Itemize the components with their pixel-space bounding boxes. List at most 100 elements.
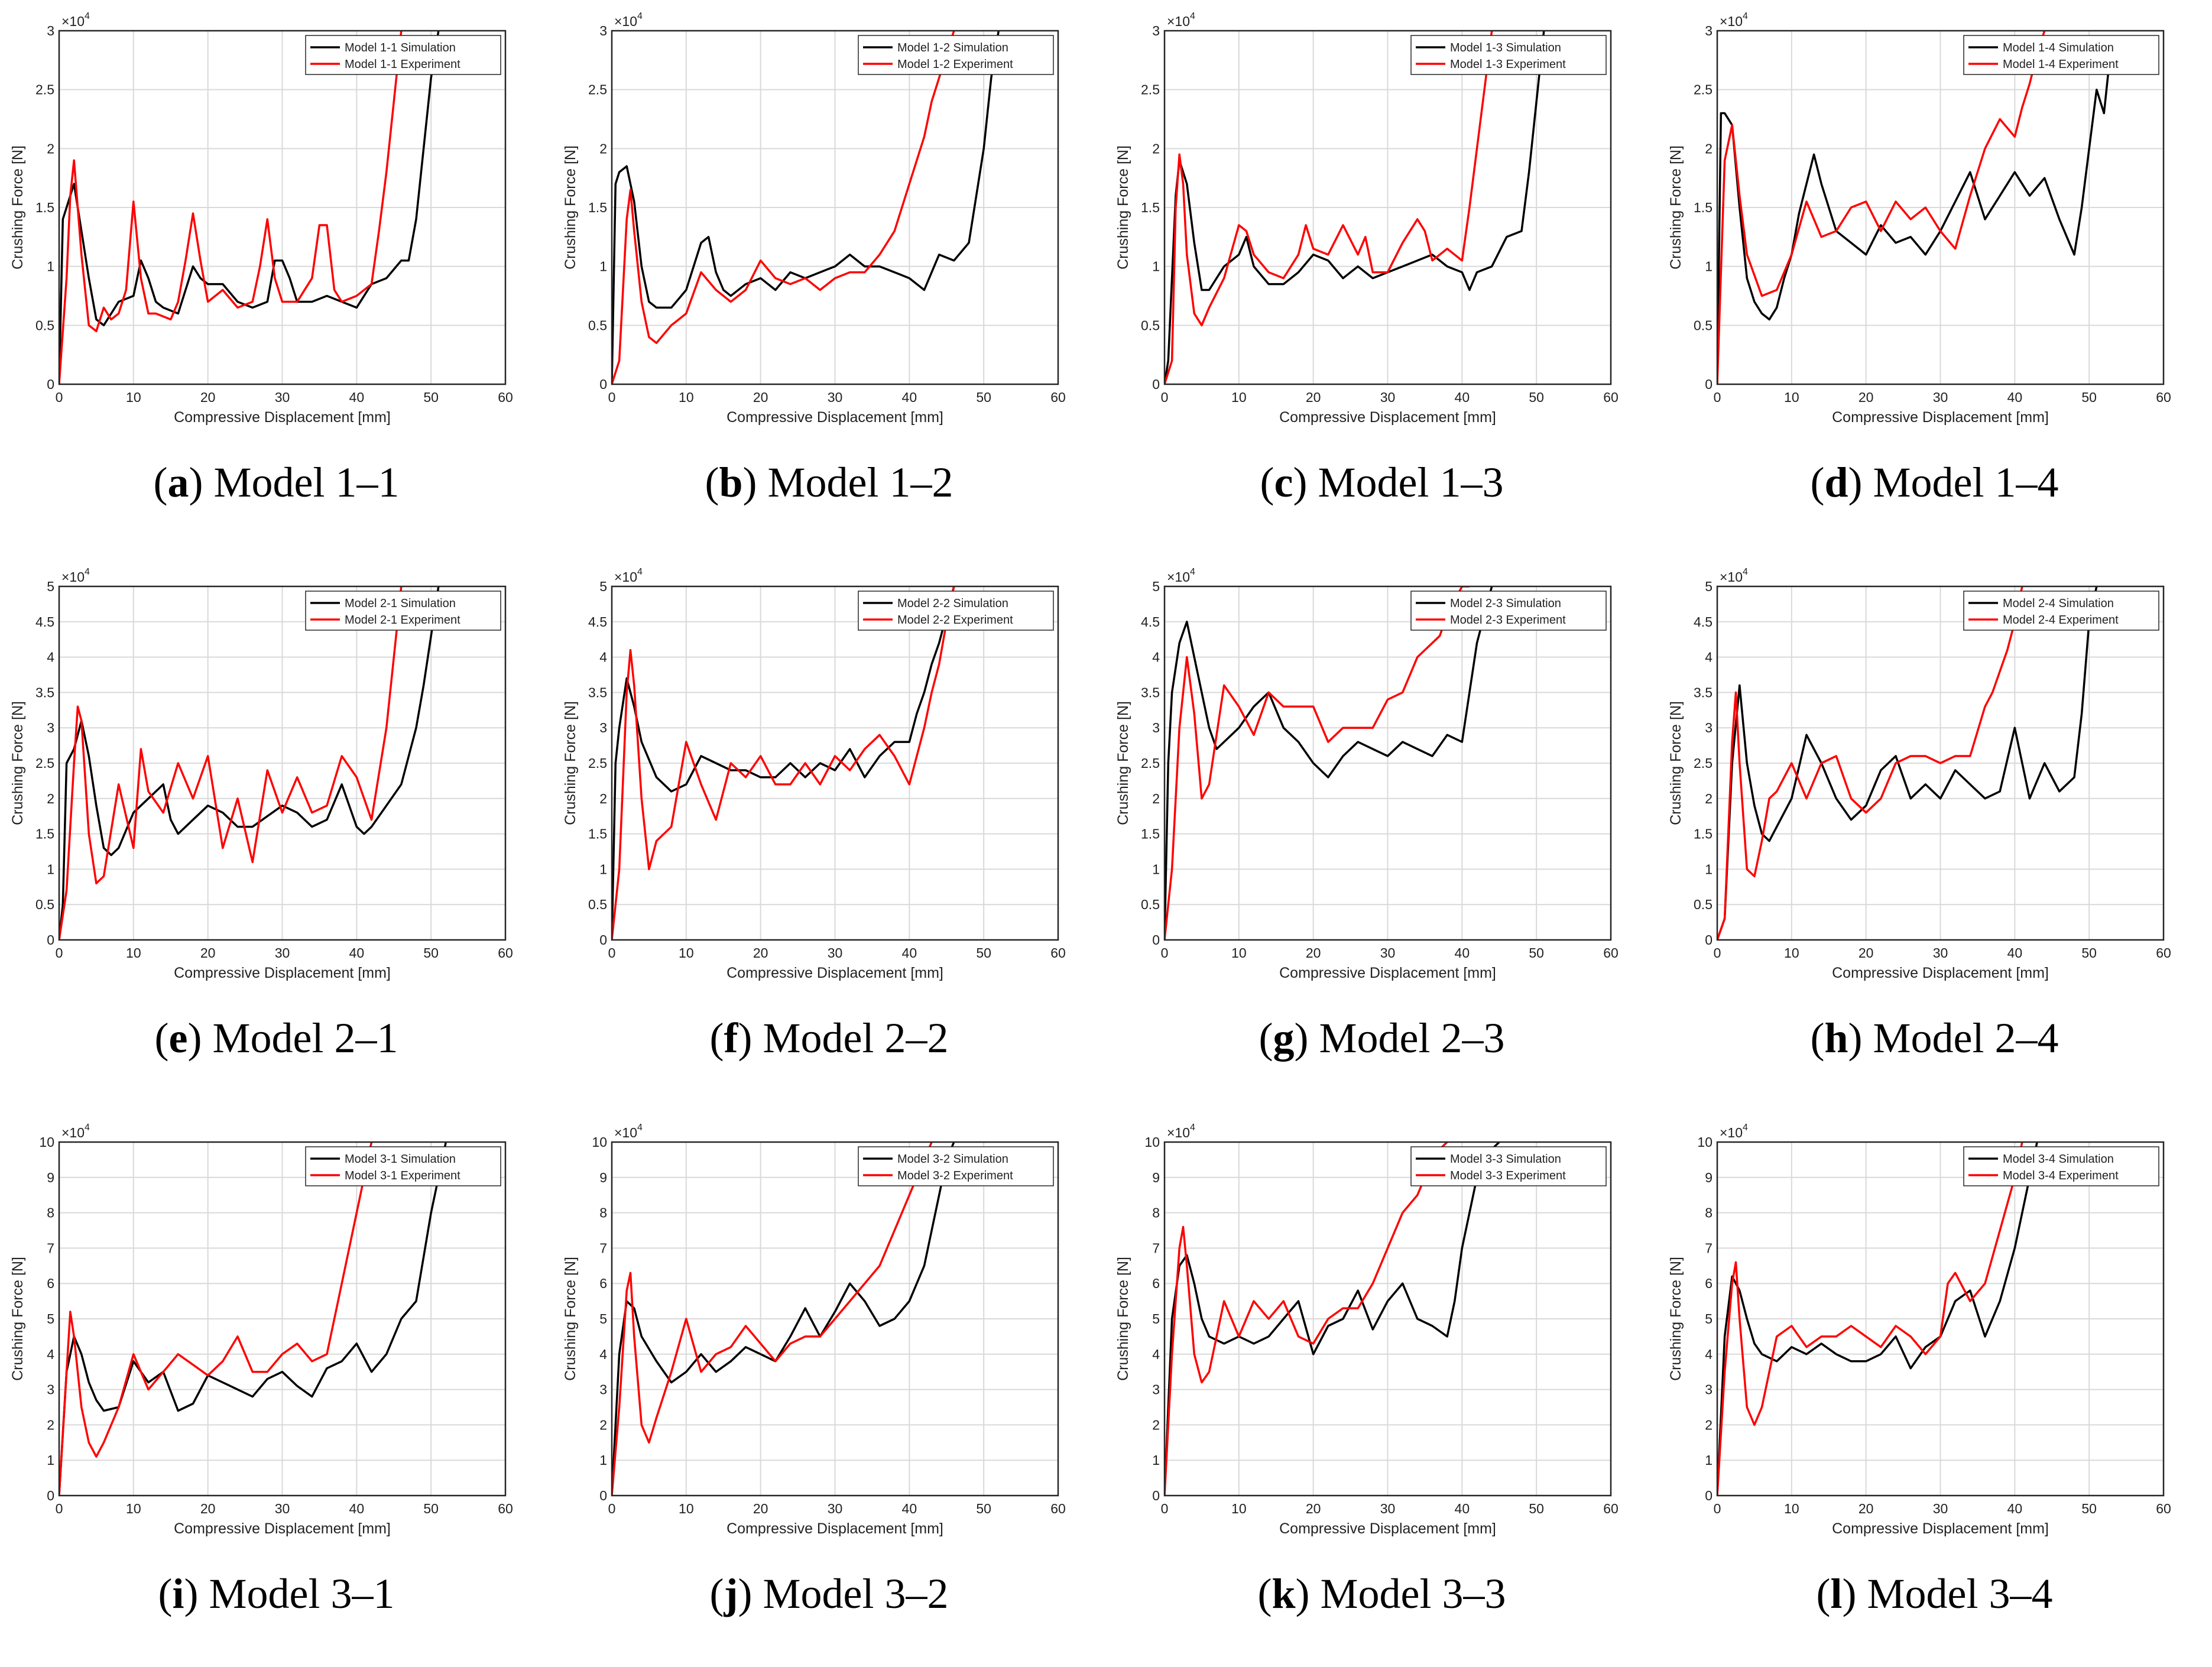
x-tick-label: 20 bbox=[753, 1501, 768, 1516]
panel-caption: (d) Model 1–4 bbox=[1810, 459, 2059, 506]
x-axis-label: Compressive Displacement [mm] bbox=[1832, 1520, 2049, 1537]
panel-caption: (i) Model 3–1 bbox=[158, 1570, 395, 1617]
y-tick-label: 9 bbox=[1705, 1170, 1712, 1185]
y-tick-label: 5 bbox=[1152, 579, 1160, 594]
y-tick-label: 1 bbox=[1152, 861, 1160, 877]
y-tick-label: 5 bbox=[1152, 1311, 1160, 1327]
y-tick-label: 1 bbox=[1152, 259, 1160, 274]
y-axis-label: Crushing Force [N] bbox=[9, 1257, 26, 1381]
y-exponent-label: ×104 bbox=[61, 1123, 90, 1140]
legend-label: Model 2-4 Simulation bbox=[2003, 597, 2114, 610]
x-tick-label: 40 bbox=[902, 390, 917, 405]
y-tick-label: 3 bbox=[47, 1382, 54, 1397]
x-axis-label: Compressive Displacement [mm] bbox=[174, 965, 391, 981]
y-tick-label: 1.5 bbox=[1141, 200, 1160, 215]
x-tick-label: 10 bbox=[1231, 945, 1247, 961]
y-axis-label: Crushing Force [N] bbox=[1115, 145, 1131, 270]
y-tick-label: 0.5 bbox=[588, 317, 607, 333]
panel-caption: (f) Model 2–2 bbox=[709, 1014, 949, 1062]
y-tick-label: 3 bbox=[599, 1382, 607, 1397]
y-tick-label: 0.5 bbox=[1694, 317, 1712, 333]
y-tick-label: 6 bbox=[599, 1276, 607, 1291]
simulation-line bbox=[1717, 586, 2098, 940]
x-axis-label: Compressive Displacement [mm] bbox=[1279, 965, 1496, 981]
y-tick-label: 0 bbox=[1705, 377, 1712, 392]
x-tick-label: 30 bbox=[275, 390, 290, 405]
y-exponent-label: ×104 bbox=[1167, 567, 1195, 585]
x-tick-label: 20 bbox=[1859, 390, 1874, 405]
y-tick-label: 1 bbox=[47, 1452, 54, 1468]
x-axis-label: Compressive Displacement [mm] bbox=[726, 965, 943, 981]
legend-box bbox=[1963, 1146, 2159, 1186]
legend-label: Model 1-1 Experiment bbox=[345, 58, 460, 71]
axes-frame bbox=[611, 1141, 1059, 1497]
x-tick-label: 10 bbox=[1784, 390, 1799, 405]
experiment-line bbox=[612, 31, 955, 384]
simulation-line bbox=[59, 31, 440, 384]
simulation-line bbox=[59, 1142, 447, 1496]
y-axis-label: Crushing Force [N] bbox=[562, 1257, 579, 1381]
y-tick-label: 2 bbox=[47, 791, 54, 806]
y-exponent-label: ×104 bbox=[1167, 1123, 1195, 1140]
legend-label: Model 3-3 Simulation bbox=[1450, 1153, 1561, 1166]
y-exponent-label: ×104 bbox=[61, 11, 90, 29]
legend-label: Model 2-4 Experiment bbox=[2003, 614, 2119, 627]
y-tick-label: 2.5 bbox=[1694, 82, 1712, 98]
y-tick-label: 3.5 bbox=[35, 685, 54, 700]
caption-title: Model 1–2 bbox=[767, 459, 953, 506]
y-axis-label: Crushing Force [N] bbox=[1115, 701, 1131, 825]
x-axis-label: Compressive Displacement [mm] bbox=[1832, 965, 2049, 981]
y-tick-label: 0 bbox=[599, 1488, 607, 1503]
caption-letter: d bbox=[1824, 459, 1848, 506]
y-tick-label: 5 bbox=[1705, 1311, 1712, 1327]
y-tick-label: 0 bbox=[1705, 1488, 1712, 1503]
caption-letter: j bbox=[724, 1570, 738, 1617]
y-tick-label: 2 bbox=[1705, 791, 1712, 806]
x-tick-label: 40 bbox=[902, 945, 917, 961]
legend: Model 1-3 Simulation Model 1-3 Experiment bbox=[1410, 35, 1607, 75]
y-tick-label: 0 bbox=[1152, 377, 1160, 392]
y-tick-label: 1.5 bbox=[1694, 826, 1712, 842]
y-tick-label: 4 bbox=[599, 650, 607, 665]
caption-title: Model 2–2 bbox=[763, 1014, 949, 1062]
legend: Model 1-1 Simulation Model 1-1 Experiment bbox=[305, 35, 501, 75]
x-tick-label: 0 bbox=[608, 390, 616, 405]
caption-letter: c bbox=[1274, 459, 1293, 506]
chart-c: 0 10 20 30 40 50 60 0 0.5 1 1.5 2 2.5 3 ×104 Compressiv… bbox=[1115, 11, 1619, 426]
legend-label: Model 3-2 Simulation bbox=[897, 1153, 1008, 1166]
y-exponent-power: 4 bbox=[1190, 11, 1195, 21]
y-tick-label: 9 bbox=[47, 1170, 54, 1185]
caption-letter: k bbox=[1272, 1570, 1296, 1617]
panel-caption: (h) Model 2–4 bbox=[1810, 1014, 2059, 1062]
legend: Model 2-2 Simulation Model 2-2 Experiment bbox=[858, 591, 1054, 631]
y-tick-label: 7 bbox=[1705, 1240, 1712, 1256]
axes-frame bbox=[1163, 30, 1612, 385]
panel-caption: (b) Model 1–2 bbox=[705, 459, 953, 506]
chart-l: 0 10 20 30 40 50 60 0 1 2 3 4 5 6 7 8 9 10 ×104 Compressive… bbox=[1668, 1123, 2171, 1537]
y-tick-label: 10 bbox=[1144, 1134, 1160, 1150]
y-tick-label: 5 bbox=[599, 579, 607, 594]
x-tick-label: 0 bbox=[56, 1501, 63, 1516]
x-tick-label: 60 bbox=[1050, 945, 1066, 961]
experiment-line bbox=[59, 31, 403, 384]
experiment-line bbox=[612, 1142, 933, 1496]
chart-j: 0 10 20 30 40 50 60 0 1 2 3 4 5 6 7 8 9 10 ×104 Compressive… bbox=[562, 1123, 1066, 1537]
x-tick-label: 50 bbox=[423, 1501, 439, 1516]
caption-letter: g bbox=[1273, 1014, 1295, 1062]
legend-box bbox=[305, 1146, 501, 1186]
legend-label: Model 3-4 Simulation bbox=[2003, 1153, 2114, 1166]
x-tick-label: 20 bbox=[200, 945, 216, 961]
y-exponent-power: 4 bbox=[637, 567, 643, 577]
chart-panel-a: 0 10 20 30 40 50 60 0 0.5 1 1.5 2 2.5 3 ×104 Compressiv… bbox=[0, 0, 553, 556]
legend: Model 3-2 Simulation Model 3-2 Experiment bbox=[858, 1146, 1054, 1186]
legend-label: Model 2-1 Simulation bbox=[345, 597, 456, 610]
y-tick-label: 1.5 bbox=[35, 200, 54, 215]
panel-caption: (j) Model 3–2 bbox=[709, 1570, 949, 1617]
legend-label: Model 1-2 Experiment bbox=[897, 58, 1013, 71]
y-exponent-label: ×104 bbox=[61, 567, 90, 585]
x-tick-label: 20 bbox=[753, 945, 768, 961]
y-tick-label: 1.5 bbox=[1141, 826, 1160, 842]
experiment-line bbox=[59, 586, 403, 940]
panel-caption: (c) Model 1–3 bbox=[1260, 459, 1504, 506]
x-axis-label: Compressive Displacement [mm] bbox=[726, 409, 943, 426]
